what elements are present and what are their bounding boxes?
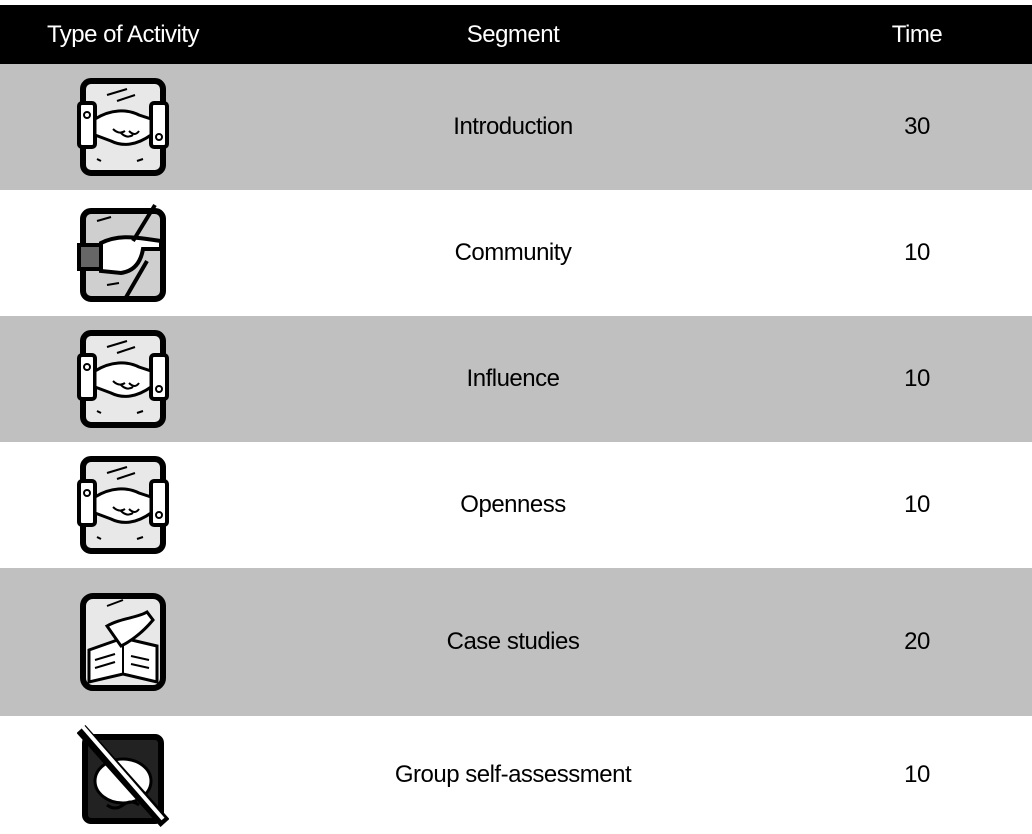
activity-cell <box>0 716 246 834</box>
table-row: Influence 10 <box>0 316 1032 442</box>
segment-cell: Openness <box>246 442 780 568</box>
time-cell: 10 <box>780 442 1032 568</box>
table-row: Community 10 <box>0 190 1032 316</box>
table-row: Openness 10 <box>0 442 1032 568</box>
table-row: Case studies 20 <box>0 568 1032 716</box>
activity-table: Type of Activity Segment Time Introducti… <box>0 0 1032 834</box>
table-row: Introduction 30 <box>0 64 1032 190</box>
activity-cell <box>0 64 246 190</box>
header-cell: Type of Activity <box>0 5 246 64</box>
activity-cell <box>0 316 246 442</box>
time-cell: 10 <box>780 190 1032 316</box>
handshake-icon <box>77 327 169 431</box>
table-header: Type of Activity Segment Time <box>0 5 1032 64</box>
segment-cell: Group self-assessment <box>246 716 780 834</box>
time-cell: 20 <box>780 568 1032 716</box>
header-cell: Time <box>780 5 1032 64</box>
pen-icon <box>77 723 169 827</box>
handshake-icon <box>77 75 169 179</box>
time-cell: 30 <box>780 64 1032 190</box>
activity-cell <box>0 442 246 568</box>
time-cell: 10 <box>780 316 1032 442</box>
handshake-icon <box>77 453 169 557</box>
segment-cell: Influence <box>246 316 780 442</box>
segment-cell: Introduction <box>246 64 780 190</box>
table-row: Group self-assessment 10 <box>0 716 1032 834</box>
header-cell: Segment <box>246 5 780 64</box>
activity-cell <box>0 568 246 716</box>
activity-cell <box>0 190 246 316</box>
segment-cell: Community <box>246 190 780 316</box>
writing-icon <box>77 590 169 694</box>
pointing-icon <box>77 201 169 305</box>
time-cell: 10 <box>780 716 1032 834</box>
segment-cell: Case studies <box>246 568 780 716</box>
